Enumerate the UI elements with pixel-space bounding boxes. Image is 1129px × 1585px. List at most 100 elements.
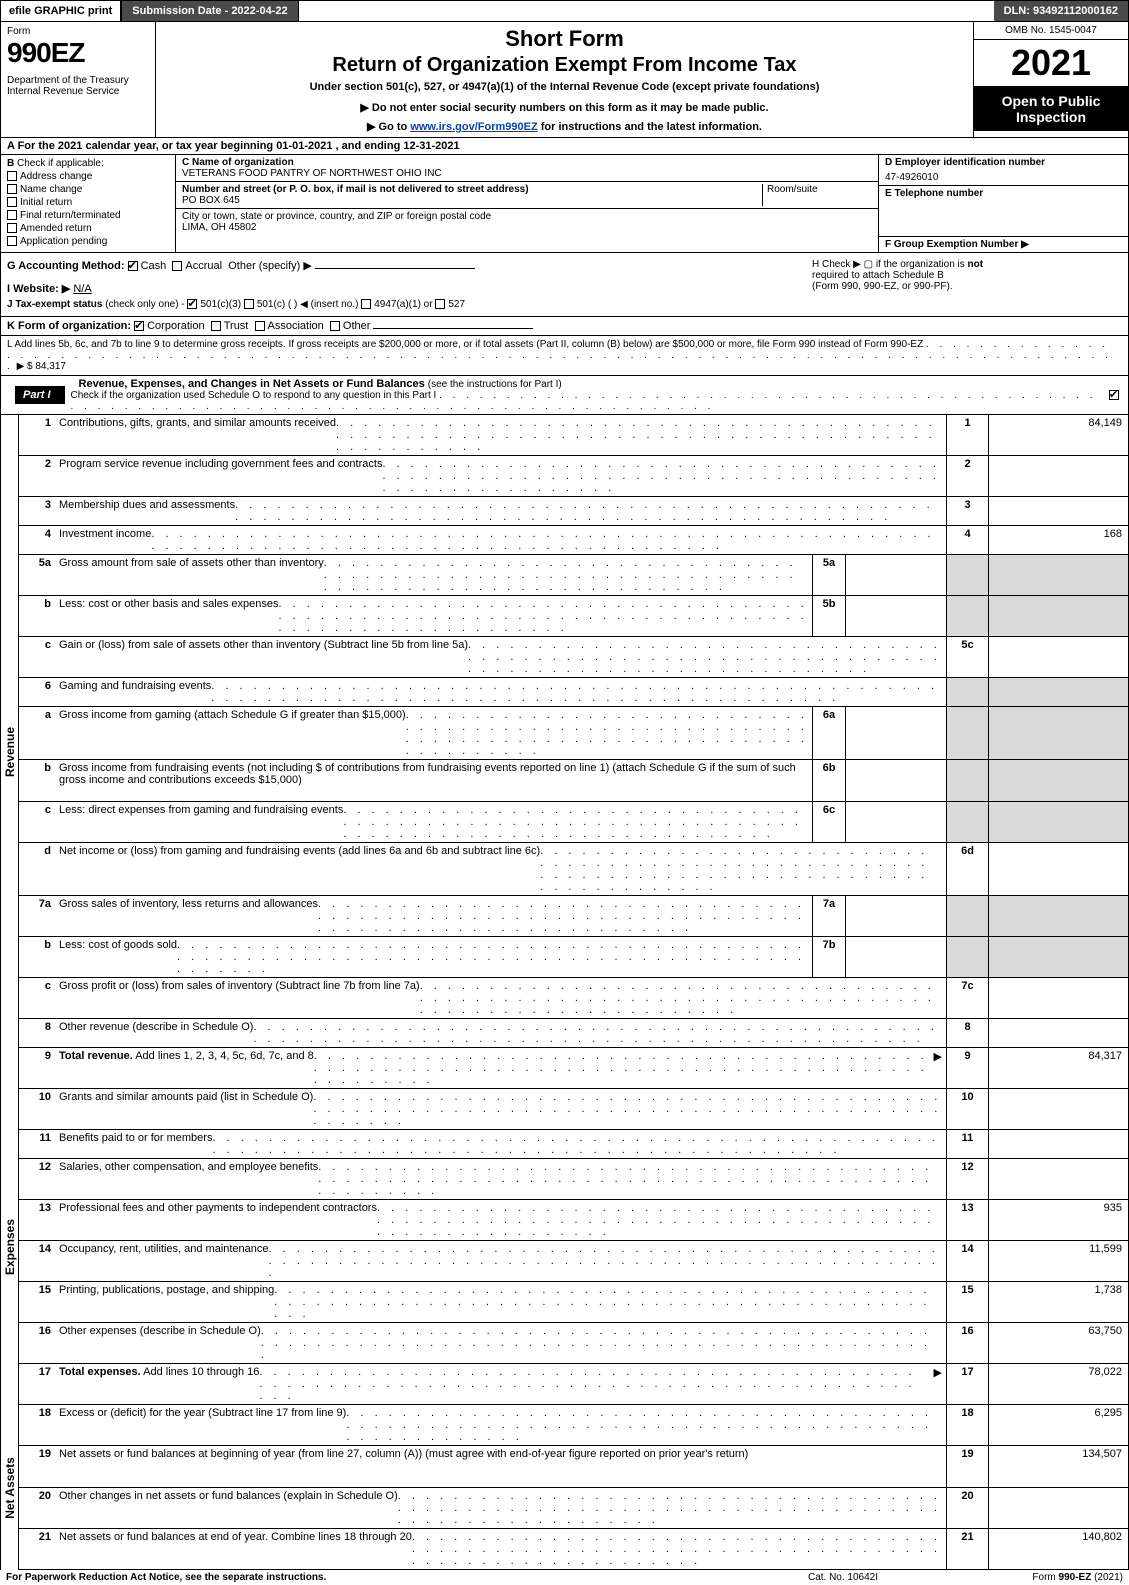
b-option-0[interactable]: Address change [7,171,169,182]
header-left: Form 990EZ Department of the Treasury In… [1,22,156,137]
row-g-h: G Accounting Method: Cash Accrual Other … [0,252,1129,317]
line-desc: Net assets or fund balances at beginning… [55,1446,946,1487]
row-a-calendar: A For the 2021 calendar year, or tax yea… [0,138,1129,155]
col-no: 6d [946,843,988,895]
mid-val [846,802,946,842]
k-corp-chk[interactable] [134,321,144,331]
room-label: Room/suite [767,184,818,195]
note2-post: for instructions and the latest informat… [538,121,762,133]
line-no: 4 [19,526,55,554]
b-option-2[interactable]: Initial return [7,197,169,208]
b-checkbox-4[interactable] [7,223,17,233]
line-no: 9 [19,1048,55,1088]
line-4: 4Investment income4168 [19,526,1128,555]
footer-right-post: (2021) [1091,1572,1123,1583]
arrow-icon: ▶ [930,1366,942,1402]
org-name: VETERANS FOOD PANTRY OF NORTHWEST OHIO I… [182,168,872,179]
col-no: 3 [946,497,988,525]
b-option-4[interactable]: Amended return [7,223,169,234]
mid-val [846,760,946,801]
b-option-1[interactable]: Name change [7,184,169,195]
col-no: 5c [946,637,988,677]
line-no: d [19,843,55,895]
short-form-title: Short Form [164,26,965,52]
col-no [946,896,988,936]
b-option-5[interactable]: Application pending [7,236,169,247]
b-checkbox-5[interactable] [7,236,17,246]
line-no: 17 [19,1364,55,1404]
col-no [946,937,988,977]
j-501c-chk[interactable] [244,299,254,309]
line-14: 14Occupancy, rent, utilities, and mainte… [19,1241,1128,1282]
g-other: Other (specify) ▶ [228,260,312,272]
col-val [988,637,1128,677]
line-5b: bLess: cost or other basis and sales exp… [19,596,1128,637]
j-501c3-chk[interactable] [187,299,197,309]
arrow-icon: ▶ [930,1050,942,1086]
b-checkbox-0[interactable] [7,171,17,181]
line-desc: Printing, publications, postage, and shi… [55,1282,946,1322]
line-desc: Gross sales of inventory, less returns a… [55,896,812,936]
line-18: 18Excess or (deficit) for the year (Subt… [19,1405,1128,1446]
row-k: K Form of organization: Corporation Trus… [0,317,1129,336]
line-no: 1 [19,415,55,455]
col-no: 12 [946,1159,988,1199]
note2-pre: ▶ Go to [367,121,410,133]
l-amount: 84,317 [35,361,66,372]
col-val: 1,738 [988,1282,1128,1322]
col-b-checkboxes: B Check if applicable: Address changeNam… [1,155,176,252]
line-no: c [19,802,55,842]
mid-val [846,596,946,636]
g-cash-checkbox[interactable] [128,261,138,271]
b-checkbox-2[interactable] [7,197,17,207]
k-assoc-chk[interactable] [255,321,265,331]
h-text1: H Check ▶ ▢ if the organization is [812,259,968,270]
header-right: OMB No. 1545-0047 2021 Open to Public In… [973,22,1128,137]
col-val: 78,022 [988,1364,1128,1404]
b-checkbox-1[interactable] [7,184,17,194]
col-no [946,802,988,842]
col-no [946,555,988,595]
k-trust-chk[interactable] [211,321,221,331]
irs-link[interactable]: www.irs.gov/Form990EZ [410,121,537,133]
line-13: 13Professional fees and other payments t… [19,1200,1128,1241]
col-no: 17 [946,1364,988,1404]
col-val: 11,599 [988,1241,1128,1281]
b-checkbox-3[interactable] [7,210,17,220]
line-19: 19Net assets or fund balances at beginni… [19,1446,1128,1488]
efile-label[interactable]: efile GRAPHIC print [1,1,122,21]
lines-2: 18Excess or (deficit) for the year (Subt… [19,1405,1128,1570]
line-7c: cGross profit or (loss) from sales of in… [19,978,1128,1019]
line-desc: Excess or (deficit) for the year (Subtra… [55,1405,946,1445]
col-no: 9 [946,1048,988,1088]
col-no [946,707,988,759]
c-street-row: Number and street (or P. O. box, if mail… [176,182,878,209]
col-val [988,843,1128,895]
line-no: 2 [19,456,55,496]
j-527-chk[interactable] [435,299,445,309]
dln-label: DLN: 93492112000162 [994,1,1128,21]
line-5c: cGain or (loss) from sale of assets othe… [19,637,1128,678]
line-7b: bLess: cost of goods sold7b [19,937,1128,978]
website-value: N/A [73,283,91,295]
lines-0: 1Contributions, gifts, grants, and simil… [19,415,1128,1089]
goto-note: ▶ Go to www.irs.gov/Form990EZ for instru… [164,120,965,133]
d-ein-label: D Employer identification number [879,155,1128,170]
vlabel-2: Net Assets [1,1405,19,1570]
k-trust: Trust [224,320,249,332]
line-6b: bGross income from fundraising events (n… [19,760,1128,802]
j-4947-chk[interactable] [361,299,371,309]
col-val [988,896,1128,936]
k-other-line[interactable] [373,328,533,329]
g-other-line[interactable] [315,268,475,269]
line-no: b [19,596,55,636]
g-accrual-checkbox[interactable] [172,261,182,271]
part1-checkbox[interactable] [1109,390,1119,400]
tax-year: 2021 [974,40,1128,87]
k-other-chk[interactable] [330,321,340,331]
line-desc: Professional fees and other payments to … [55,1200,946,1240]
col-val [988,555,1128,595]
b-text: Check if applicable: [17,158,104,169]
j-sub: (check only one) - [105,299,184,310]
b-option-3[interactable]: Final return/terminated [7,210,169,221]
